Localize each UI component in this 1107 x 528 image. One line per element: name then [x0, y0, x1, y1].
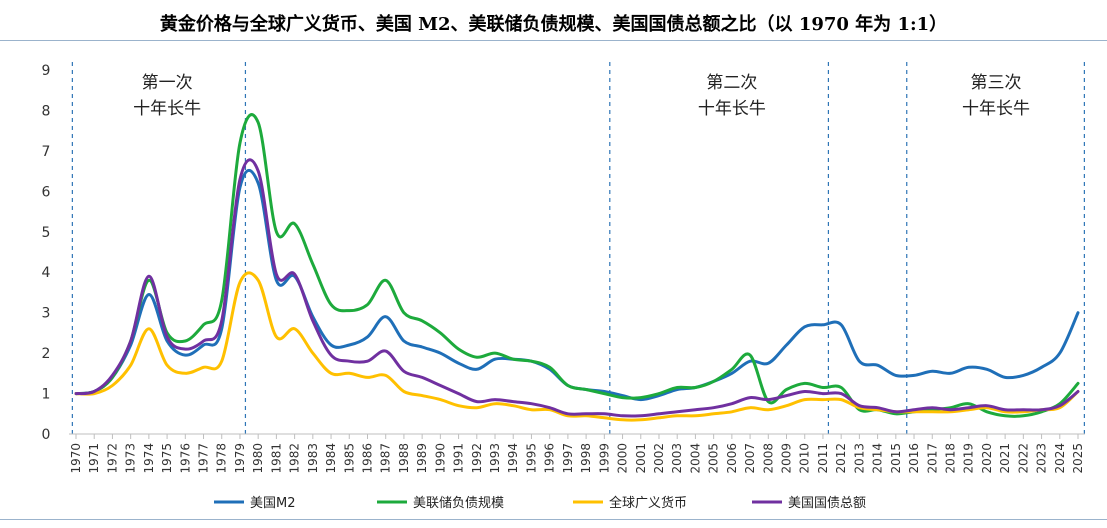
y-tick-label: 1 — [42, 387, 51, 403]
x-tick-label: 1980 — [251, 443, 265, 474]
x-tick-label: 1982 — [288, 443, 302, 474]
y-tick-label: 0 — [42, 427, 51, 443]
x-tick-label: 1970 — [69, 443, 83, 474]
legend-label: 美联储负债规模 — [413, 496, 504, 511]
x-tick-label: 1978 — [215, 443, 229, 474]
x-tick-label: 1995 — [524, 443, 538, 474]
x-tick-label: 1974 — [142, 443, 156, 474]
x-tick-label: 1992 — [470, 443, 484, 474]
x-tick-label: 1996 — [543, 443, 557, 474]
x-tick-label: 2019 — [962, 443, 976, 474]
x-tick-label: 2014 — [871, 443, 885, 474]
x-tick-label: 1976 — [178, 443, 192, 474]
bottom-rule — [0, 519, 1107, 520]
series-line-2 — [74, 271, 1080, 422]
y-tick-label: 5 — [42, 225, 51, 241]
x-tick-label: 1977 — [197, 443, 211, 474]
x-tick-label: 1990 — [433, 443, 447, 474]
x-tick-label: 1983 — [306, 443, 320, 474]
x-tick-label: 1998 — [579, 443, 593, 474]
y-tick-label: 3 — [42, 306, 51, 322]
chart-title: 黄金价格与全球广义货币、美国 M2、美联储负债规模、美国国债总额之比（以 197… — [159, 14, 948, 35]
annotation-line1: 第一次 — [142, 73, 193, 93]
title-rule — [0, 40, 1107, 41]
x-tick-label: 2015 — [889, 443, 903, 474]
x-tick-label: 1975 — [160, 443, 174, 474]
x-tick-label: 1972 — [105, 443, 119, 474]
x-tick-label: 2007 — [743, 443, 757, 474]
x-tick-label: 1993 — [488, 443, 502, 474]
x-tick-label: 2006 — [725, 443, 739, 474]
legend-label: 全球广义货币 — [609, 495, 687, 511]
x-tick-label: 1989 — [415, 443, 429, 474]
x-tick-label: 1981 — [269, 443, 283, 474]
x-tick-label: 1971 — [87, 443, 101, 474]
x-tick-label: 2004 — [688, 443, 702, 474]
y-tick-label: 7 — [42, 144, 51, 160]
x-tick-label: 2021 — [998, 443, 1012, 474]
series-lines — [74, 113, 1080, 422]
x-tick-label: 2008 — [761, 443, 775, 474]
x-tick-label: 2022 — [1016, 443, 1030, 474]
x-tick-label: 2018 — [943, 443, 957, 474]
x-tick-label: 2011 — [816, 443, 830, 474]
legend: 美国M2 美联储负债规模 全球广义货币 美国国债总额 — [214, 495, 866, 511]
legend-label: 美国M2 — [250, 496, 296, 511]
x-tick-label: 2003 — [670, 443, 684, 474]
y-tick-label: 9 — [42, 63, 51, 79]
decade-divider-lines — [71, 62, 1085, 434]
x-tick-label: 2017 — [925, 443, 939, 474]
x-tick-label: 1986 — [360, 443, 374, 474]
x-tick-label: 1991 — [452, 443, 466, 474]
x-tick-label: 1997 — [561, 443, 575, 474]
x-tick-label: 1979 — [233, 443, 247, 474]
annotation-line2: 十年长牛 — [962, 99, 1030, 119]
x-tick-label: 1988 — [397, 443, 411, 474]
annotation-line1: 第二次 — [706, 73, 757, 93]
x-tick-label: 1973 — [124, 443, 138, 474]
x-tick-label: 2002 — [652, 443, 666, 474]
annotation-line2: 十年长牛 — [133, 99, 201, 119]
annotation-line1: 第三次 — [971, 73, 1022, 93]
x-tick-label: 2000 — [616, 443, 630, 474]
y-tick-label: 2 — [42, 346, 51, 362]
x-tick-label: 2023 — [1035, 443, 1049, 474]
x-tick-label: 1999 — [597, 443, 611, 474]
series-line-3 — [74, 158, 1080, 418]
x-tick-label: 1987 — [379, 443, 393, 474]
x-tick-label: 2025 — [1071, 443, 1085, 474]
x-tick-label: 2005 — [707, 443, 721, 474]
x-tick-label: 2012 — [834, 443, 848, 474]
annotation-line2: 十年长牛 — [698, 99, 766, 119]
x-tick-label: 1994 — [506, 443, 520, 474]
x-tick-label: 2016 — [907, 443, 921, 474]
x-tick-label: 1985 — [342, 443, 356, 474]
y-tick-label: 4 — [42, 265, 51, 281]
x-tick-label: 1984 — [324, 443, 338, 474]
x-tick-label: 2009 — [780, 443, 794, 474]
legend-label: 美国国债总额 — [788, 496, 866, 511]
x-tick-label: 2013 — [852, 443, 866, 474]
y-tick-label: 8 — [42, 103, 51, 119]
x-tick-label: 2020 — [980, 443, 994, 474]
y-tick-label: 6 — [42, 184, 51, 200]
x-tick-label: 2001 — [634, 443, 648, 474]
x-tick-label: 2010 — [798, 443, 812, 474]
x-tick-label: 2024 — [1053, 443, 1067, 474]
axes: 0 1 2 3 4 5 6 7 8 9 1970 1971 1972 1973 1974 1975 1976 19… — [42, 63, 1085, 474]
